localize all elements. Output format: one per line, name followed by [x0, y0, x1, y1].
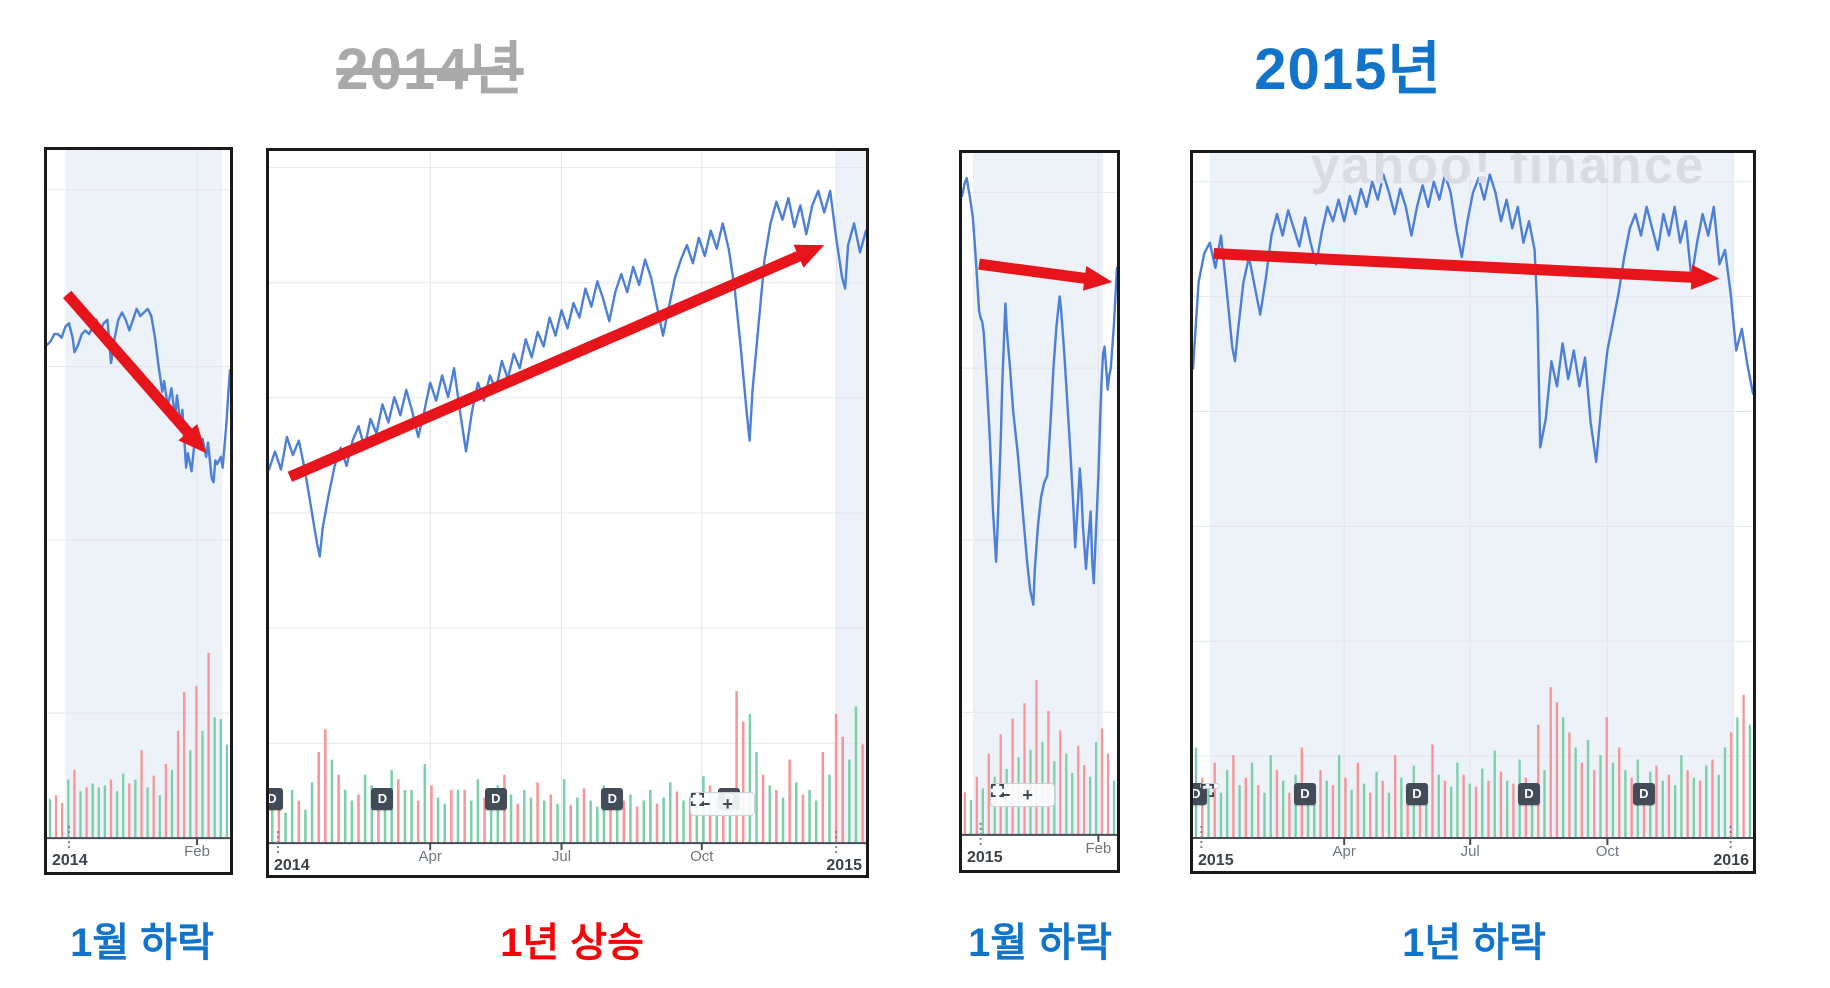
x-axis-start-year-label: 2015: [967, 848, 1003, 866]
price-line: [962, 176, 1117, 606]
dividend-marker[interactable]: D: [1294, 782, 1316, 805]
x-axis-start-year-label: 2014: [274, 857, 310, 875]
jan-2014-chart-svg[interactable]: [47, 150, 230, 872]
x-axis-month-label: Feb: [184, 843, 210, 861]
year-title-2014: 2014년: [336, 37, 524, 102]
selected-range-shade: [65, 150, 223, 839]
dividend-marker[interactable]: D: [484, 788, 507, 811]
jan-2015-chart-svg[interactable]: [962, 153, 1117, 870]
caption-year-2015-decline: 1년 하락: [1402, 921, 1546, 965]
trend-arrow: [1213, 248, 1694, 283]
x-axis-start-year-label: 2014: [52, 852, 88, 870]
full-2014-chart-svg[interactable]: [269, 151, 866, 875]
dividend-marker[interactable]: D: [371, 788, 394, 811]
x-axis-month-label: Feb: [1085, 839, 1112, 857]
chart-zoom-toolbar: − +: [689, 792, 755, 817]
price-line: [269, 189, 866, 558]
x-axis-month-label: Oct: [690, 848, 714, 866]
trend-arrow-head: [1690, 264, 1720, 290]
price-line: [47, 307, 230, 484]
trend-arrow: [978, 258, 1088, 285]
x-axis-month-label: Jul: [1460, 842, 1480, 860]
chart-plot-jan-2014[interactable]: Feb 2014: [47, 150, 230, 872]
chart-zoom-toolbar: − +: [989, 782, 1055, 807]
full-2015-chart-svg[interactable]: [1193, 153, 1753, 871]
x-axis-month-label: Apr: [1332, 842, 1356, 860]
x-axis-end-year-label: 2016: [1713, 851, 1749, 869]
caption-year-2014-rise: 1년 상승: [500, 921, 644, 965]
zoom-out-button[interactable]: −: [699, 794, 711, 815]
chart-zoom-toolbar: [1199, 783, 1220, 798]
x-axis-month-label: Jul: [551, 848, 572, 866]
caption-jan-2014-decline: 1월 하락: [70, 921, 214, 965]
zoom-out-button[interactable]: −: [999, 784, 1011, 805]
fullscreen-icon: [990, 783, 1004, 797]
price-line: [1193, 173, 1753, 463]
x-axis-start-year-label: 2015: [1198, 851, 1234, 869]
fullscreen-icon: [1200, 784, 1214, 798]
chart-plot-full-2014[interactable]: AprJulOct20142015DDDDD−+: [269, 151, 866, 875]
caption-jan-2015-decline: 1월 하락: [968, 921, 1112, 965]
chart-plot-jan-2015[interactable]: Feb 2015 − +: [962, 153, 1117, 870]
dividend-marker[interactable]: D: [269, 788, 283, 811]
chart-panel-full-2014[interactable]: AprJulOct20142015DDDDD−+: [266, 148, 869, 878]
trend-arrow-head: [793, 244, 825, 268]
dividend-marker[interactable]: D: [601, 788, 624, 811]
dividend-marker[interactable]: D: [1518, 782, 1540, 805]
chart-panel-jan-2015[interactable]: Feb 2015 − +: [959, 150, 1120, 873]
trend-arrow: [62, 290, 194, 438]
zoom-in-button[interactable]: +: [722, 794, 733, 815]
dividend-marker[interactable]: D: [1632, 782, 1655, 805]
fullscreen-icon: [690, 793, 704, 807]
x-axis-end-year-label: 2015: [826, 857, 862, 875]
dividend-marker[interactable]: D: [1406, 782, 1428, 805]
x-axis-month-label: Apr: [418, 848, 442, 866]
zoom-in-button[interactable]: +: [1022, 784, 1033, 805]
trend-arrow: [287, 250, 803, 482]
trend-arrow-head: [1082, 265, 1113, 291]
year-title-2015: 2015년: [1254, 37, 1442, 102]
trend-arrow-head: [178, 423, 207, 454]
chart-panel-jan-2014[interactable]: Feb 2014: [44, 147, 233, 875]
selected-range-shade: [836, 151, 866, 844]
x-axis-month-label: Oct: [1595, 842, 1620, 860]
